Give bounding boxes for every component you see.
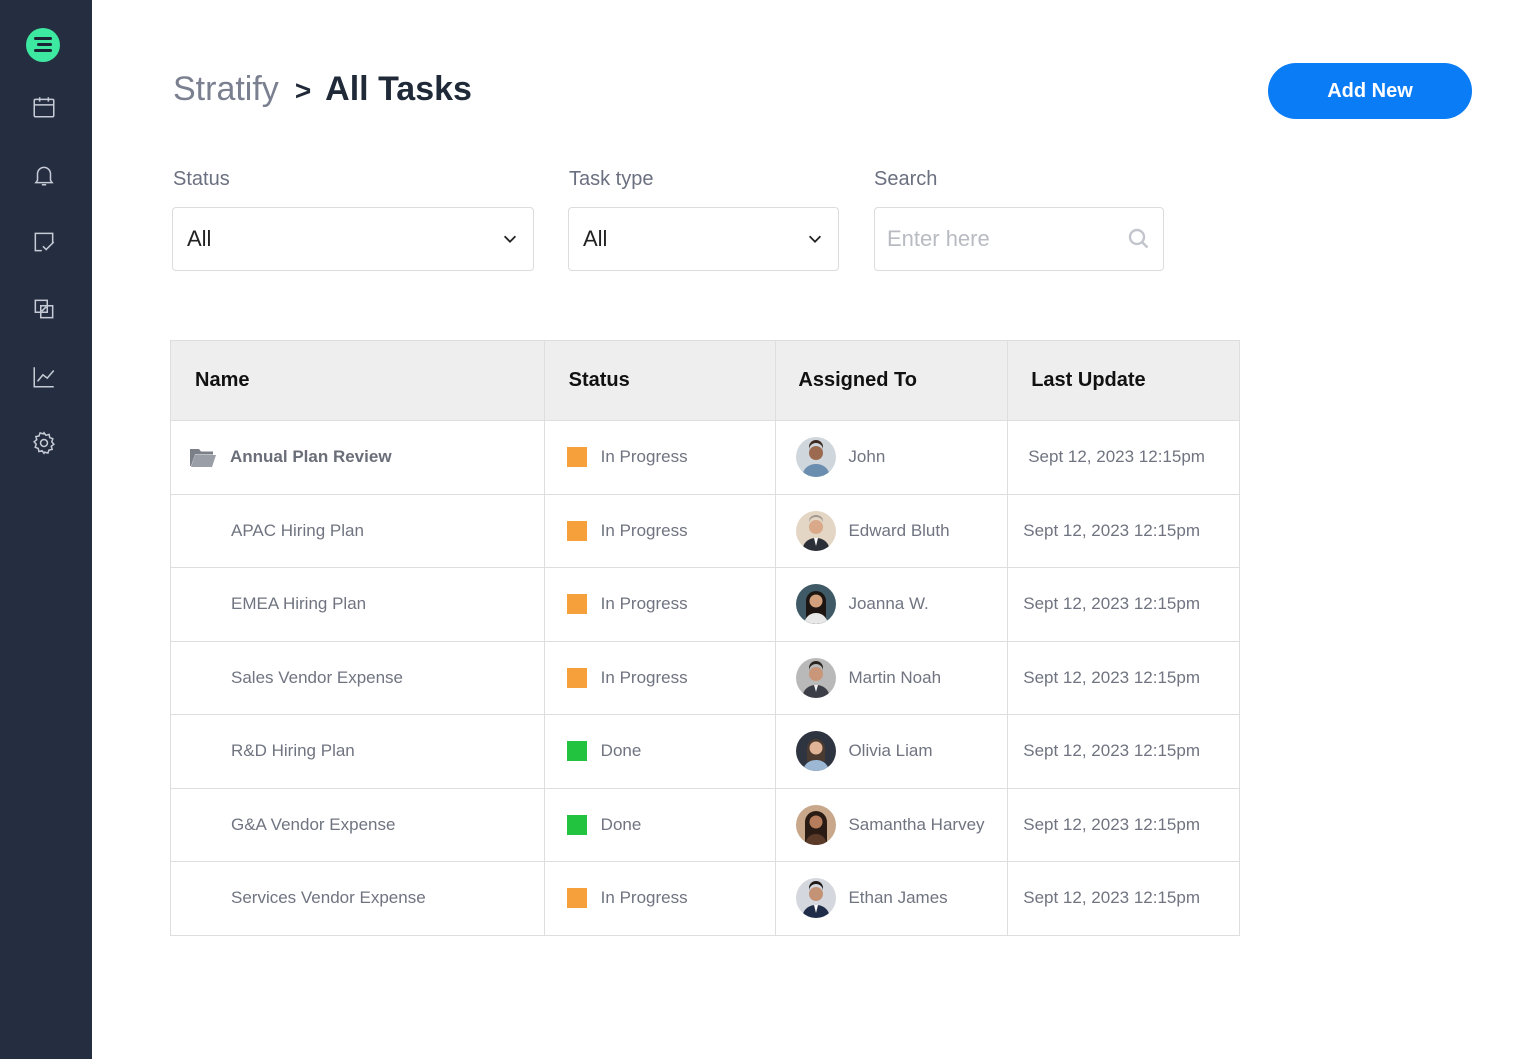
table-row[interactable]: G&A Vendor Expense Done Samantha Harvey … (171, 787, 1239, 861)
status-indicator (566, 741, 587, 762)
assignee-name: Samantha Harvey (848, 814, 985, 834)
folder-open-icon[interactable] (189, 446, 217, 468)
last-update: Sept 12, 2023 12:15pm (1023, 667, 1200, 687)
status-badge: In Progress (600, 667, 688, 687)
assignee-name: Joanna W. (848, 594, 929, 614)
task-type-select[interactable]: All (568, 207, 839, 271)
avatar (796, 437, 837, 478)
column-header-assigned-to[interactable]: Assigned To (775, 341, 1007, 420)
status-badge: Done (600, 814, 642, 834)
status-select-value: All (187, 226, 212, 251)
status-badge: In Progress (600, 888, 688, 908)
search-label: Search (874, 168, 938, 190)
add-new-button[interactable]: Add New (1268, 63, 1472, 119)
task-name[interactable]: R&D Hiring Plan (231, 741, 355, 761)
tasks-icon[interactable] (31, 229, 57, 255)
tasks-table: Name Status Assigned To Last Update Annu… (170, 340, 1240, 936)
status-indicator (566, 447, 587, 468)
last-update: Sept 12, 2023 12:15pm (1023, 814, 1200, 834)
status-badge: In Progress (600, 447, 688, 467)
table-row[interactable]: APAC Hiring Plan In Progress Edward Blut… (171, 493, 1239, 567)
assignee-name: Edward Bluth (848, 520, 950, 540)
last-update: Sept 12, 2023 12:15pm (1023, 741, 1200, 761)
calendar-icon[interactable] (31, 94, 57, 120)
assignee-name: Olivia Liam (848, 741, 933, 761)
status-indicator (566, 520, 587, 541)
last-update: Sept 12, 2023 12:15pm (1028, 447, 1205, 467)
avatar (796, 878, 837, 919)
breadcrumb: Stratify > All Tasks (173, 70, 472, 109)
assignee-name: Ethan James (848, 888, 948, 908)
search-input[interactable] (887, 226, 1127, 252)
breadcrumb-root[interactable]: Stratify (173, 70, 279, 108)
table-row[interactable]: Sales Vendor Expense In Progress Martin … (171, 640, 1239, 714)
task-name[interactable]: EMEA Hiring Plan (231, 594, 367, 614)
avatar (796, 584, 837, 625)
status-filter-label: Status (173, 168, 230, 190)
avatar (796, 731, 837, 772)
table-row[interactable]: R&D Hiring Plan Done Olivia Liam Sept 12… (171, 714, 1239, 788)
task-name[interactable]: G&A Vendor Expense (231, 814, 396, 834)
column-header-last-update[interactable]: Last Update (1007, 341, 1239, 420)
chevron-down-icon (808, 235, 822, 243)
chevron-down-icon (503, 235, 517, 243)
column-header-name[interactable]: Name (195, 369, 250, 391)
search-icon[interactable] (1127, 227, 1151, 251)
task-name[interactable]: Sales Vendor Expense (231, 667, 404, 687)
table-row[interactable]: Annual Plan Review In Progress John Sept… (171, 420, 1239, 494)
gear-icon[interactable] (31, 430, 57, 456)
task-name[interactable]: APAC Hiring Plan (231, 520, 364, 540)
last-update: Sept 12, 2023 12:15pm (1023, 594, 1200, 614)
table-row[interactable]: Services Vendor Expense In Progress Etha… (171, 861, 1239, 935)
stratify-logo-icon[interactable] (26, 28, 60, 62)
column-header-status[interactable]: Status (543, 341, 776, 420)
assignee-name: John (848, 447, 886, 467)
task-name[interactable]: Annual Plan Review (230, 447, 392, 467)
last-update: Sept 12, 2023 12:15pm (1023, 520, 1200, 540)
status-badge: Done (600, 741, 642, 761)
status-badge: In Progress (600, 520, 688, 540)
avatar (796, 804, 837, 845)
avatar (796, 657, 837, 698)
assignee-name: Martin Noah (848, 667, 942, 687)
task-name[interactable]: Services Vendor Expense (231, 888, 426, 908)
status-indicator (566, 667, 587, 688)
status-indicator (566, 594, 587, 615)
search-field (874, 207, 1164, 271)
table-row[interactable]: EMEA Hiring Plan In Progress Joanna W. S… (171, 567, 1239, 641)
bell-icon[interactable] (31, 162, 57, 188)
task-type-select-value: All (583, 226, 608, 251)
status-badge: In Progress (600, 594, 688, 614)
sidebar (0, 0, 92, 1059)
table-header-row: Name Status Assigned To Last Update (171, 341, 1239, 420)
breadcrumb-separator: > (294, 75, 312, 106)
page-title: All Tasks (325, 70, 472, 108)
status-indicator (566, 888, 587, 909)
last-update: Sept 12, 2023 12:15pm (1023, 888, 1200, 908)
task-type-filter-label: Task type (569, 168, 654, 190)
status-select[interactable]: All (172, 207, 534, 271)
avatar (796, 510, 837, 551)
layers-icon[interactable] (31, 296, 57, 322)
status-indicator (566, 814, 587, 835)
chart-icon[interactable] (31, 364, 57, 390)
